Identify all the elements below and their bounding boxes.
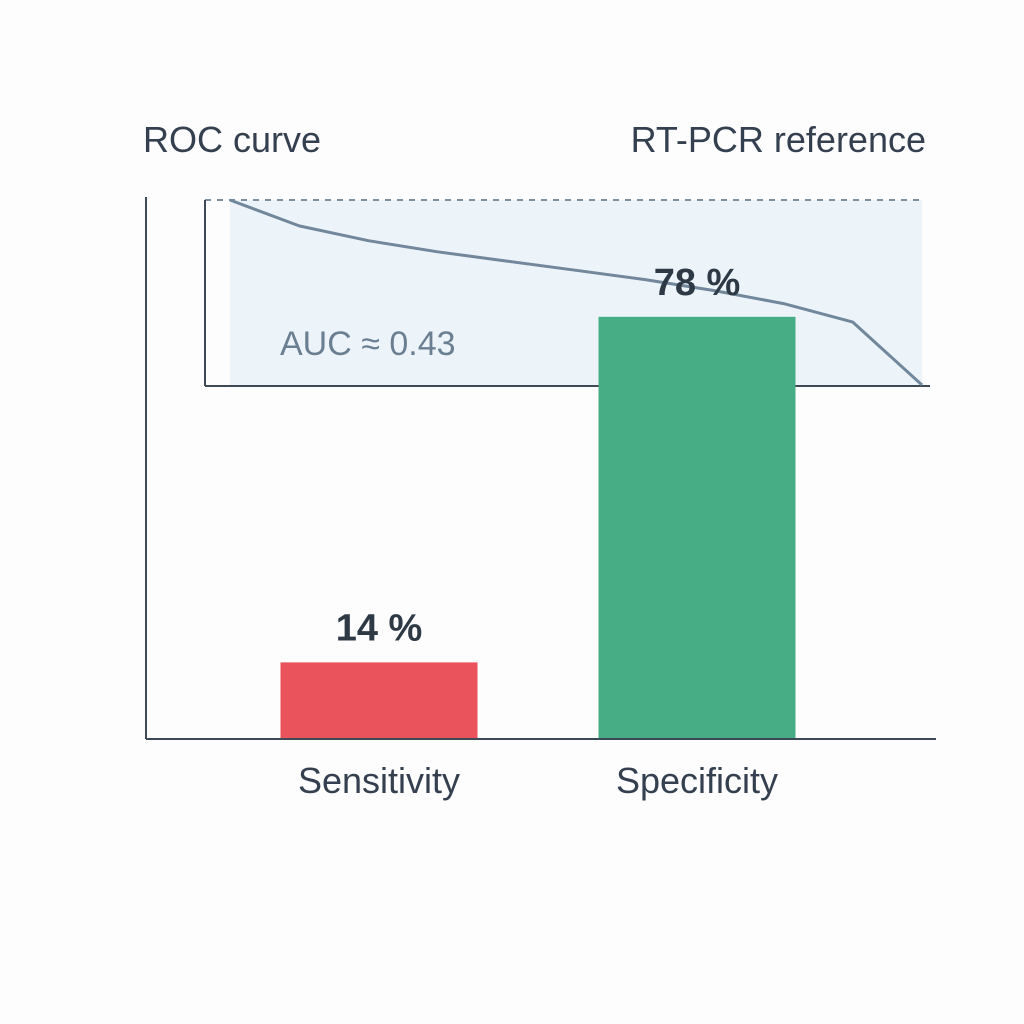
- roc-curve-line: [229, 198, 924, 387]
- roc-inset-background: [230, 200, 922, 385]
- bar-specificity: [598, 316, 796, 738]
- bar-sensitivity: [280, 662, 478, 738]
- auc-annotation: AUC ≈ 0.43: [280, 325, 456, 363]
- roc-inset: AUC ≈ 0.43: [204, 198, 930, 387]
- rt-pcr-reference-title: RT-PCR reference: [631, 119, 926, 160]
- category-label-specificity: Specificity: [616, 760, 778, 801]
- value-label-sensitivity: 14 %: [336, 607, 423, 649]
- value-label-specificity: 78 %: [654, 262, 741, 304]
- category-label-sensitivity: Sensitivity: [298, 760, 460, 801]
- roc-curve-title: ROC curve: [143, 119, 321, 160]
- bars: 14 % Sensitivity 78 % Specificity: [280, 262, 796, 801]
